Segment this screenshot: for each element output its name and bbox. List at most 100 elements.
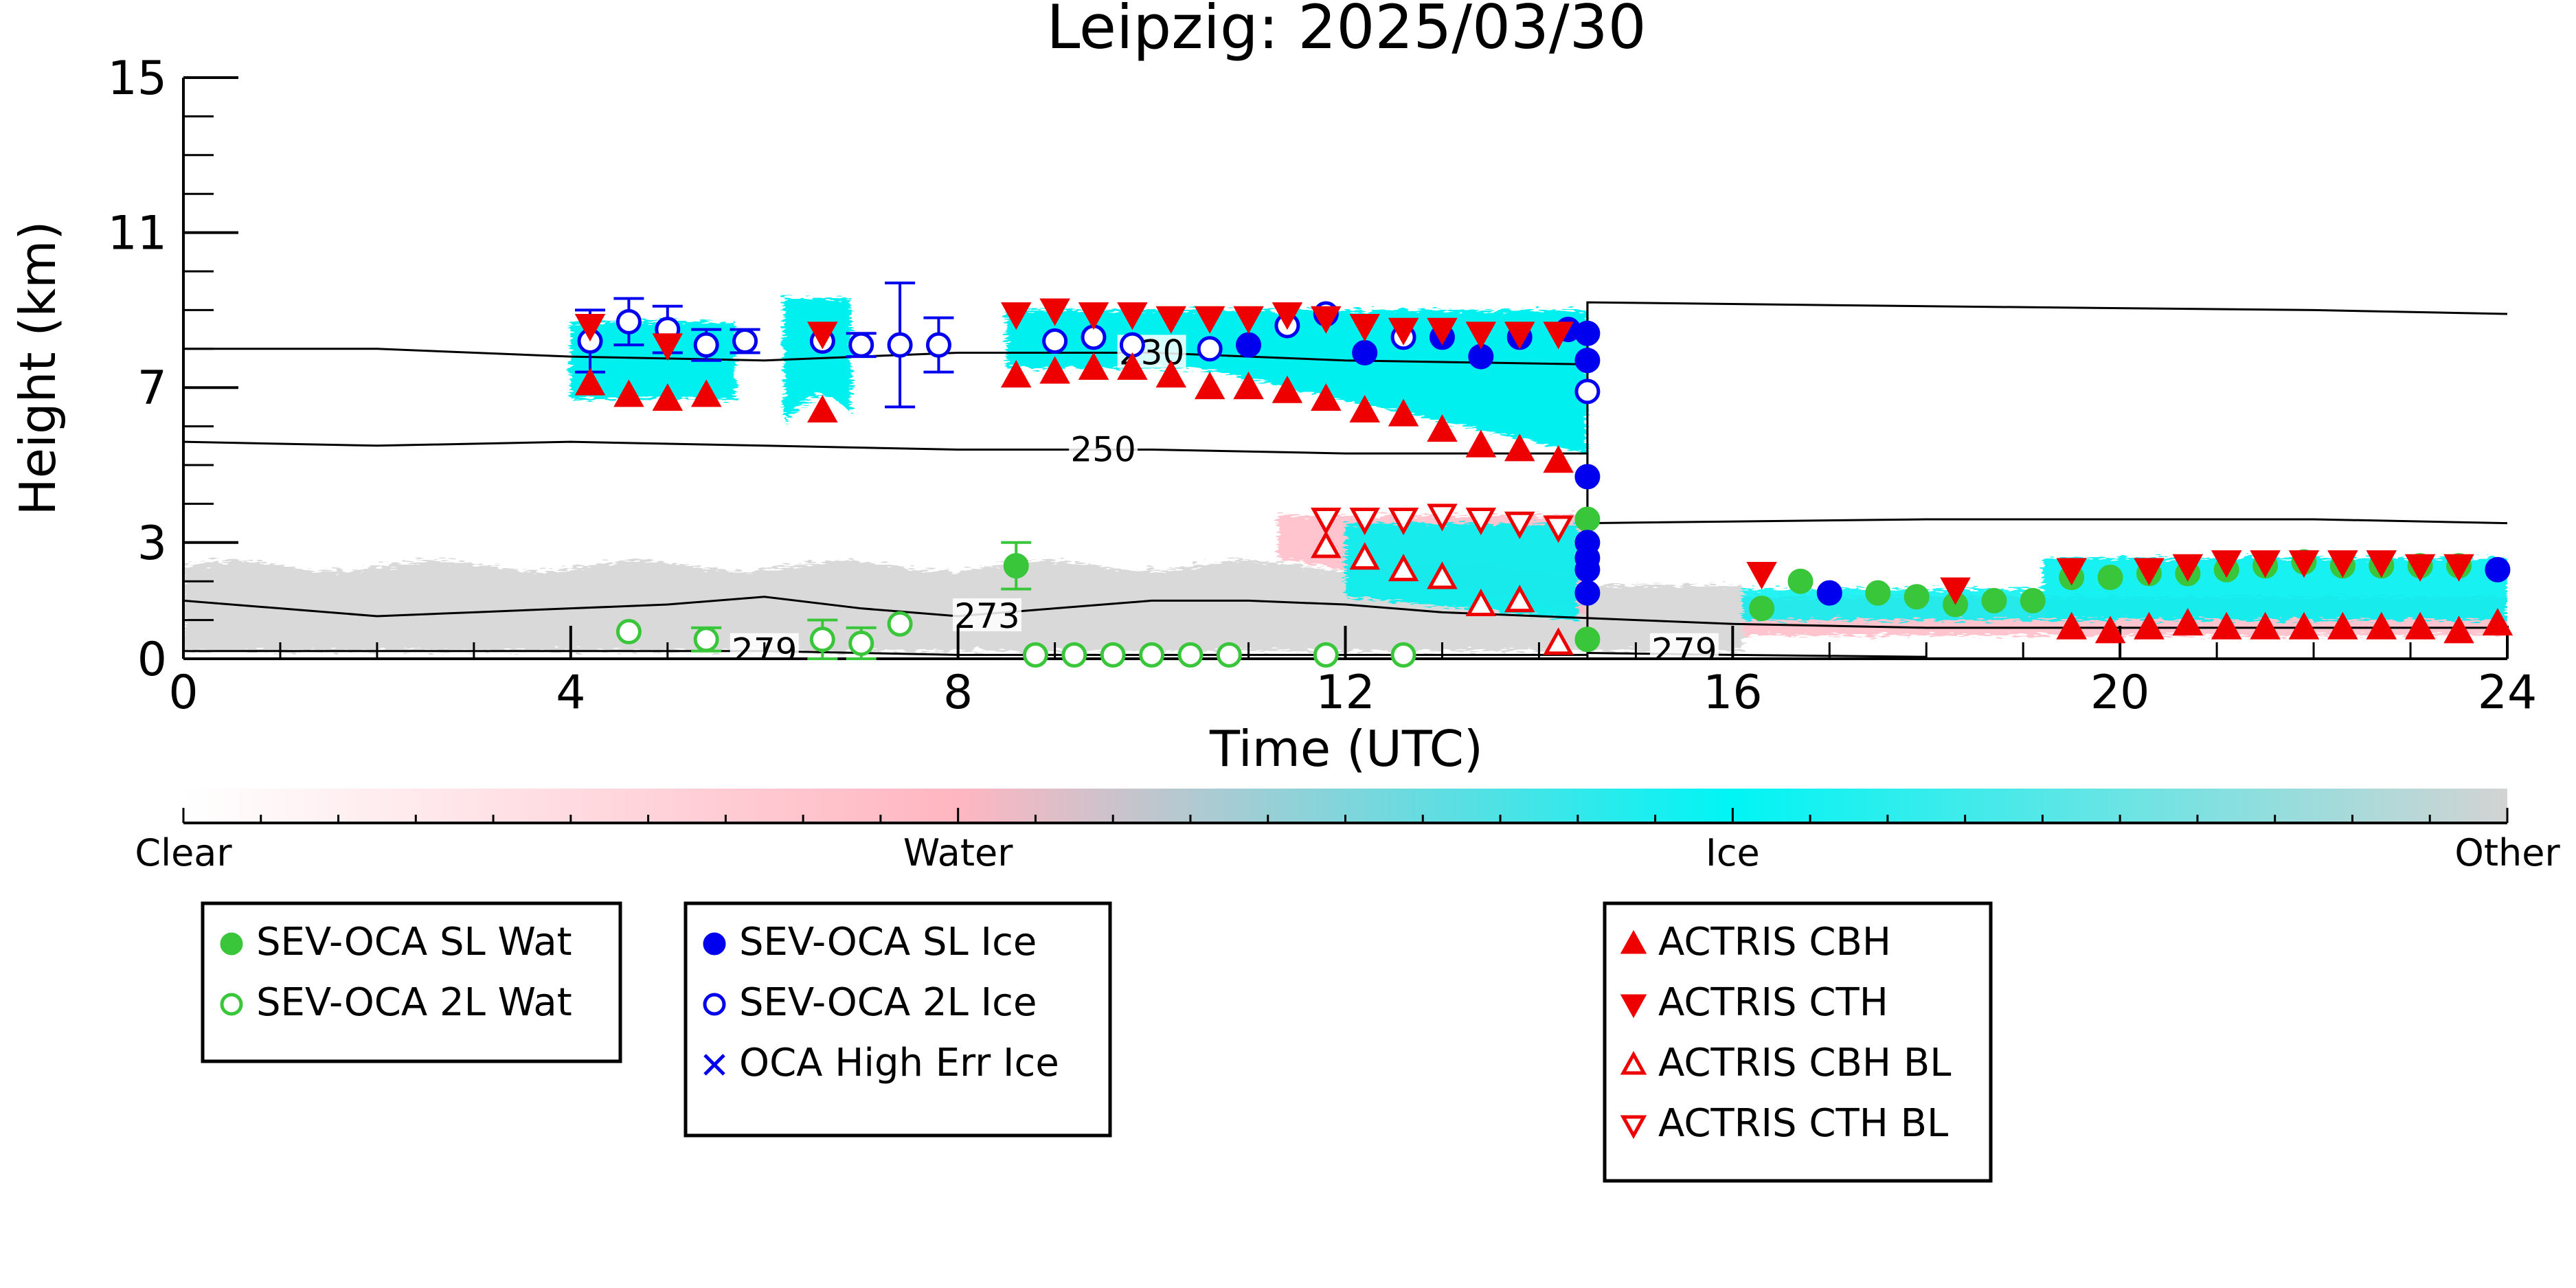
actris-cth-point [1543,321,1574,350]
actris-cth-point [2211,550,2242,578]
colorbar-label: Water [903,831,1013,874]
actris-cbh-point [2327,611,2358,640]
isotherm-label: 279 [1651,631,1717,671]
sev-oca-2l-wat-point [809,626,835,653]
actris-cbh-point [2134,611,2165,640]
sev-oca-2l-ice-point [887,332,913,358]
actris-cth-point [807,321,838,350]
sev-oca-2l-ice-point [848,332,874,358]
cloud-mask-region [570,321,736,400]
y-tick-label: 7 [137,361,167,416]
legend-marker-actris-cth-bl [1620,1115,1647,1140]
legend-label: SEV-OCA SL Wat [256,920,572,964]
actris-cth-point [1427,317,1458,346]
actris-cbh-point [2250,611,2281,640]
actris-cbh-point [1311,383,1342,411]
actris-cth-point [1349,314,1380,342]
legend-marker-sev-oca-2l-ice [703,993,726,1016]
colorbar: Clear Water Ice Other [135,789,2560,874]
actris-cth-point [1465,321,1497,350]
x-tick-label: 4 [556,666,585,720]
sev-oca-sl-wat-point [1903,584,1930,610]
sev-oca-sl-ice-point [1816,580,1842,606]
actris-cbh-bl-point [1427,561,1458,589]
actris-cth-point [1155,306,1187,334]
actris-cth-point [1117,302,1148,330]
y-tick-label: 3 [137,517,167,571]
sev-oca-2l-ice-point [1574,379,1601,405]
actris-cbh-bl-point [1504,585,1535,613]
actris-cbh-bl-point [1388,554,1419,582]
actris-cbh-point [1543,445,1574,473]
isotherm-label: 273 [954,596,1019,636]
legend-label: ACTRIS CTH [1658,980,1888,1025]
actris-cth-point [2172,554,2204,582]
actris-cth-point [2327,550,2358,578]
isotherm-line [183,440,2507,525]
sev-oca-2l-ice-point [1197,336,1223,362]
actris-cbh-point [1000,360,1032,388]
sev-oca-2l-wat-point [615,619,642,645]
sev-oca-2l-wat-point [1313,642,1339,668]
actris-cbh-point [2366,611,2397,640]
sev-oca-sl-wat-point [1003,553,1029,579]
sev-oca-2l-wat-point [887,611,913,637]
sev-oca-sl-wat-point [1574,626,1601,653]
actris-cbh-point [574,368,606,396]
actris-cbh-point [613,379,644,407]
colorbar-label: Other [2454,831,2560,874]
sev-oca-sl-wat-point [1981,587,2007,613]
legend-label: ACTRIS CBH BL [1658,1041,1951,1085]
legends: SEV-OCA SL Wat SEV-OCA 2L Wat SEV-OCA SL I… [201,901,1993,1183]
actris-cth-point [2288,550,2320,578]
actris-cth-point [1504,321,1535,350]
actris-cbh-point [2288,611,2320,640]
sev-oca-2l-wat-point [1100,642,1126,668]
sev-oca-sl-ice-point [1352,339,1378,365]
sev-oca-2l-wat-point [1139,642,1165,668]
actris-cth-point [1000,302,1032,330]
actris-cbh-point [1465,429,1497,457]
sev-oca-sl-wat-point [1574,506,1601,532]
sev-oca-2l-wat-point [693,626,719,653]
actris-cbh-point [1155,360,1187,388]
legend-label: SEV-OCA SL Ice [739,920,1037,964]
actris-cth-point [2056,558,2087,586]
isotherm-line [1587,652,1927,658]
sev-oca-2l-wat-point [848,630,874,656]
y-tick-label: 11 [107,207,167,261]
actris-cbh-bl-point [1311,530,1342,558]
actris-cbh-point [1078,352,1109,380]
legend-marker-sev-oca-sl-ice [703,932,726,956]
actris-cbh-point [1504,433,1535,462]
sev-oca-2l-ice-point [615,308,642,335]
chart-title: Leipzig: 2025/03/30 [1046,0,1646,63]
cloud-mask-layer [183,298,2507,651]
actris-cth-point [2366,550,2397,578]
sev-oca-sl-ice-point [1574,348,1601,374]
legend-box [1603,901,1993,1183]
sev-oca-2l-wat-point [1390,642,1416,668]
sev-oca-2l-ice-point [732,328,758,354]
sev-oca-2l-ice-point [925,332,951,358]
sev-oca-sl-wat-point [1749,596,1775,622]
actris-cbh-point [2482,608,2513,636]
actris-cth-point [2134,558,2165,586]
actris-cth-bl-point [1427,504,1458,532]
actris-cth-point [1078,302,1109,330]
sev-oca-sl-ice-point [1574,580,1601,606]
legend-marker-actris-cth [1620,994,1647,1019]
actris-cth-point [574,314,606,342]
actris-cbh-point [1427,414,1458,442]
actris-cbh-point [690,379,722,407]
actris-cth-point [1388,317,1419,346]
actris-cth-point [1940,577,1971,605]
actris-cbh-bl-point [1349,542,1380,570]
legend-marker-sev-oca-sl-wat [220,932,243,956]
actris-cth-bl-point [1543,515,1574,543]
sev-oca-2l-ice-point [1042,328,1068,354]
x-tick-label: 0 [168,666,198,720]
actris-cth-point [1194,306,1225,334]
sev-oca-2l-wat-point [1022,642,1048,668]
